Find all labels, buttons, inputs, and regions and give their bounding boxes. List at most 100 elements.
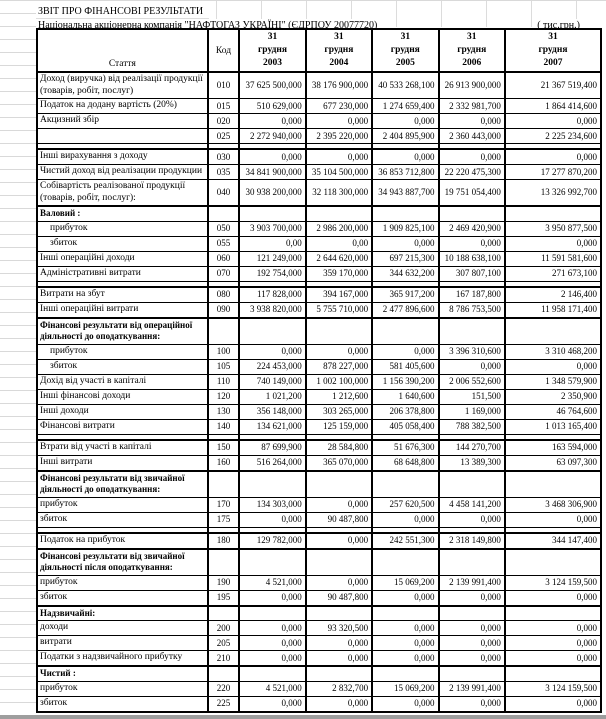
section-row: Чистий : xyxy=(36,665,602,682)
period-month: грудня xyxy=(538,45,568,55)
code-column-header: Код xyxy=(206,28,241,73)
value-cell: 2 139 991,400 xyxy=(437,680,506,697)
code-cell: 205 xyxy=(206,635,241,651)
value-cell: 121 249,000 xyxy=(238,250,307,267)
value-cell: 394 167,000 xyxy=(304,285,373,303)
value-cell: 32 118 300,000 xyxy=(304,179,373,207)
article-cell: збиток xyxy=(36,358,209,375)
period-day: 31 xyxy=(466,32,477,42)
table-header-row: Стаття Код 31 грудня 2003 31 грудня 2004 31 гру… xyxy=(36,28,603,73)
article-cell: Доход (виручка) від реалізації продукції… xyxy=(36,71,209,99)
table-row: прибуток 220 4 521,000 2 832,700 15 069,200 2… xyxy=(36,680,602,697)
article-cell: прибуток xyxy=(36,343,209,360)
code-cell: 150 xyxy=(206,438,241,456)
period-month: грудня xyxy=(457,45,487,55)
table-row: Витрати на збут 080 117 828,000 394 167,000… xyxy=(36,285,602,303)
value-cell: 0,000 xyxy=(371,113,440,129)
value-cell xyxy=(437,469,506,498)
code-cell: 010 xyxy=(206,71,241,99)
value-cell xyxy=(503,205,602,222)
value-cell xyxy=(437,205,506,222)
code-cell: 160 xyxy=(206,454,241,471)
value-cell: 13 389,300 xyxy=(437,454,506,471)
period-year: 2005 xyxy=(395,58,415,68)
article-cell: Податок на прибуток xyxy=(36,531,209,549)
table-row: прибуток 100 0,000 0,000 0,000 3 396 310,600 3… xyxy=(36,343,602,360)
article-cell: Витрати на збут xyxy=(36,285,209,303)
code-cell: 025 xyxy=(206,128,241,144)
value-cell: 4 521,000 xyxy=(238,574,307,591)
value-cell: 134 303,000 xyxy=(238,496,307,513)
table-row: Податок на прибуток 180 129 782,000 0,000 24… xyxy=(36,531,602,549)
value-cell: 35 104 500,000 xyxy=(304,164,373,180)
code-cell xyxy=(206,316,241,345)
value-cell xyxy=(503,665,602,682)
period-day: 31 xyxy=(400,32,411,42)
value-cell: 677 230,000 xyxy=(304,98,373,114)
value-cell: 4 521,000 xyxy=(238,680,307,697)
value-cell: 0,000 xyxy=(371,511,440,528)
value-cell: 0,000 xyxy=(371,695,440,712)
value-cell: 0,000 xyxy=(437,635,506,651)
period-header-2005: 31 грудня 2005 xyxy=(371,28,440,73)
table-row: прибуток 050 3 903 700,000 2 986 200,000 1 9… xyxy=(36,220,602,237)
value-cell: 516 264,000 xyxy=(238,454,307,471)
value-cell: 34 841 900,000 xyxy=(238,164,307,180)
value-cell: 2 225 234,600 xyxy=(503,128,602,144)
value-cell: 356 148,000 xyxy=(238,403,307,420)
code-cell: 020 xyxy=(206,113,241,129)
table-row: Інші вирахування з доходу 030 0,000 0,000 0,… xyxy=(36,148,602,165)
value-cell: 87 699,900 xyxy=(238,438,307,456)
article-cell: Інші вирахування з доходу xyxy=(36,148,209,165)
value-cell: 21 367 519,400 xyxy=(503,71,602,99)
section-row: Фінансові результати від звичайної діяль… xyxy=(36,547,602,576)
article-cell: Фінансові витрати xyxy=(36,418,209,435)
value-cell: 30 938 200,000 xyxy=(238,179,307,207)
value-cell: 10 188 638,100 xyxy=(437,250,506,267)
value-cell: 2 477 896,600 xyxy=(371,301,440,318)
value-cell: 125 159,000 xyxy=(304,418,373,435)
article-cell: Валовий : xyxy=(36,205,209,222)
value-cell: 0,000 xyxy=(437,113,506,129)
value-cell: 365 917,200 xyxy=(371,285,440,303)
report-content: ЗВІТ ПРО ФІНАНСОВІ РЕЗУЛЬТАТИ Національн… xyxy=(36,0,606,713)
value-cell: 3 903 700,000 xyxy=(238,220,307,237)
value-cell: 257 620,500 xyxy=(371,496,440,513)
value-cell: 0,000 xyxy=(304,695,373,712)
period-header-2003: 31 грудня 2003 xyxy=(238,28,307,73)
value-cell xyxy=(503,469,602,498)
code-cell: 110 xyxy=(206,373,241,390)
table-row: збиток 225 0,000 0,000 0,000 0,000 0,000 xyxy=(36,695,602,712)
value-cell: 303 265,000 xyxy=(304,403,373,420)
value-cell: 5 755 710,000 xyxy=(304,301,373,318)
code-cell xyxy=(206,469,241,498)
value-cell xyxy=(238,547,307,576)
article-cell: Інші доходи xyxy=(36,403,209,420)
period-year: 2004 xyxy=(329,58,349,68)
value-cell: 2 644 620,000 xyxy=(304,250,373,267)
article-cell: збиток xyxy=(36,511,209,528)
article-cell: прибуток xyxy=(36,680,209,697)
value-cell: 242 551,300 xyxy=(371,531,440,549)
value-cell: 0,000 xyxy=(503,113,602,129)
code-cell: 090 xyxy=(206,301,241,318)
value-cell: 0,000 xyxy=(437,511,506,528)
value-cell: 0,000 xyxy=(371,650,440,667)
value-cell: 1 274 659,400 xyxy=(371,98,440,114)
period-year: 2007 xyxy=(543,58,563,68)
article-cell: Податки з надзвичайного прибутку xyxy=(36,650,209,667)
article-cell: Чистий : xyxy=(36,665,209,682)
value-cell: 0,000 xyxy=(238,695,307,712)
table-row: Чистий доход від реалізации продукции 035… xyxy=(36,164,602,180)
value-cell: 2 006 552,600 xyxy=(437,373,506,390)
article-cell: Фінансові результати від звичайної діяль… xyxy=(36,469,209,498)
article-cell: доходи xyxy=(36,620,209,636)
table-row: Акцизний збір 020 0,000 0,000 0,000 0,000 0,00… xyxy=(36,113,602,129)
table-row: Інші витрати 160 516 264,000 365 070,000 68 … xyxy=(36,454,602,471)
value-cell: 697 215,300 xyxy=(371,250,440,267)
table-row: прибуток 170 134 303,000 0,000 257 620,500 4 … xyxy=(36,496,602,513)
value-cell xyxy=(437,316,506,345)
table-row: Доход (виручка) від реалізації продукції… xyxy=(36,71,602,99)
value-cell: 0,000 xyxy=(503,650,602,667)
